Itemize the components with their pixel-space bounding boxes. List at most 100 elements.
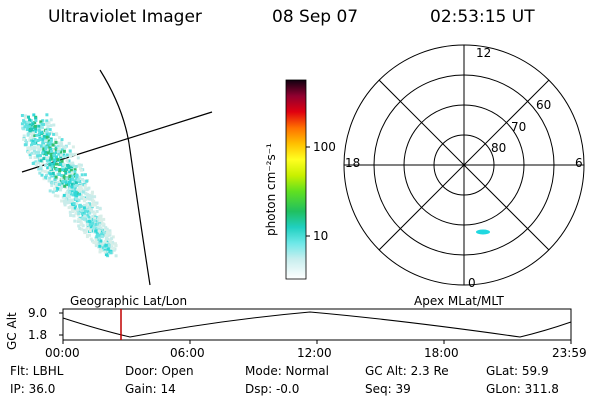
aurora-pixel [48, 141, 52, 145]
aurora-pixel [81, 209, 85, 213]
aurora-pixel [29, 138, 33, 142]
aurora-pixel [96, 238, 100, 242]
aurora-pixel [108, 231, 112, 235]
aurora-pixel [43, 154, 47, 158]
aurora-pixel [88, 233, 91, 237]
aurora-pixel [46, 125, 50, 128]
aurora-pixel [22, 119, 26, 123]
aurora-pixel [82, 203, 86, 207]
aurora-pixel [60, 148, 64, 152]
aurora-pixel [42, 134, 46, 138]
aurora-pixel [71, 209, 75, 213]
aurora-pixel [68, 180, 71, 184]
aurora-pixel [111, 235, 115, 239]
colorbar-tick-100: 100 [313, 140, 336, 154]
aurora-pixel [37, 128, 41, 132]
aurora-pixel [77, 212, 81, 215]
aurora-pixel [59, 144, 63, 148]
aurora-pixel [73, 168, 77, 172]
aurora-pixel [45, 135, 49, 139]
glon-info: GLon: 311.8 [486, 382, 559, 396]
aurora-pixel [52, 132, 56, 136]
aurora-pixel [34, 150, 38, 154]
aurora-pixel [85, 220, 89, 224]
aurora-pixel [79, 205, 83, 208]
aurora-pixel [68, 187, 72, 191]
aurora-pixel [84, 209, 88, 213]
aurora-pixel [64, 181, 68, 185]
aurora-pixel [98, 207, 102, 211]
aurora-pixel [23, 125, 27, 129]
aurora-pixel [98, 244, 102, 248]
aurora-pixel [31, 139, 35, 143]
aurora-pixel [50, 170, 54, 174]
aurora-pixel [92, 219, 96, 223]
aurora-pixel [59, 162, 63, 166]
aurora-pixel [88, 223, 92, 227]
aurora-pixel [40, 126, 44, 130]
aurora-pixel [70, 182, 74, 186]
aurora-pixel [75, 202, 79, 206]
aurora-pixel [28, 136, 32, 140]
aurora-pixel [44, 147, 48, 151]
aurora-pixel [57, 136, 61, 140]
aurora-pixel [60, 142, 64, 146]
aurora-pixel [55, 186, 59, 190]
aurora-pixel [33, 134, 37, 137]
aurora-pixel [79, 163, 83, 167]
aurora-pixel [91, 215, 95, 218]
aurora-pixel [33, 147, 37, 150]
aurora-pixel [48, 159, 52, 163]
aurora-pixel [44, 175, 48, 179]
instrument-title: Ultraviolet Imager [48, 7, 202, 27]
aurora-pixel [73, 170, 77, 174]
aurora-pixel [99, 226, 103, 230]
aurora-pixel [67, 206, 71, 210]
aurora-pixel [34, 119, 38, 123]
aurora-pixel [45, 119, 49, 123]
aurora-pixel [63, 155, 67, 159]
aurora-pixel [45, 127, 49, 131]
aurora-pixel [68, 170, 72, 174]
aurora-pixel [62, 153, 66, 157]
aurora-pixel [74, 181, 78, 185]
aurora-pixel [63, 146, 67, 149]
aurora-pixel [54, 155, 58, 159]
aurora-pixel [84, 192, 88, 196]
aurora-pixel [50, 181, 54, 185]
aurora-pixel [51, 143, 55, 147]
aurora-pixel [71, 153, 75, 157]
aurora-pixel [108, 233, 112, 237]
aurora-pixel [30, 129, 34, 133]
aurora-pixel [67, 166, 71, 170]
aurora-pixel [41, 119, 45, 123]
aurora-pixel [57, 147, 61, 151]
aurora-pixel [82, 206, 86, 210]
aurora-pixel [50, 184, 54, 187]
mlt-label-0: 0 [468, 276, 476, 290]
aurora-pixel [90, 195, 94, 199]
aurora-pixel [53, 150, 57, 154]
aurora-pixel [47, 121, 51, 125]
aurora-pixel [58, 172, 61, 176]
aurora-pixel [56, 158, 60, 162]
aurora-pixel [22, 134, 26, 138]
aurora-pixel [81, 196, 85, 200]
aurora-pixel [83, 184, 87, 188]
aurora-pixel [30, 142, 34, 145]
aurora-pixel [56, 144, 60, 148]
aurora-pixel [60, 199, 64, 203]
aurora-pixel [100, 219, 104, 223]
lat-label-80: 80 [491, 141, 507, 155]
aurora-pixel [81, 217, 85, 221]
aurora-pixel [80, 206, 84, 210]
aurora-pixel [71, 161, 75, 165]
aurora-pixel [54, 146, 58, 150]
aurora-pixel [45, 170, 49, 174]
aurora-pixel [24, 123, 28, 127]
aurora-pixel [60, 177, 64, 180]
aurora-pixel [59, 155, 63, 159]
aurora-pixel [53, 177, 57, 181]
aurora-pixel [114, 243, 118, 247]
aurora-pixel [28, 153, 32, 157]
